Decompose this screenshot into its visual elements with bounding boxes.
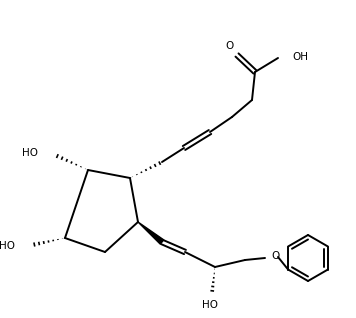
Text: HO: HO	[22, 148, 38, 158]
Text: OH: OH	[292, 52, 308, 62]
Text: HO: HO	[0, 241, 15, 251]
Text: HO: HO	[202, 300, 218, 310]
Polygon shape	[138, 222, 164, 244]
Text: O: O	[225, 41, 233, 51]
Text: O: O	[271, 251, 279, 261]
